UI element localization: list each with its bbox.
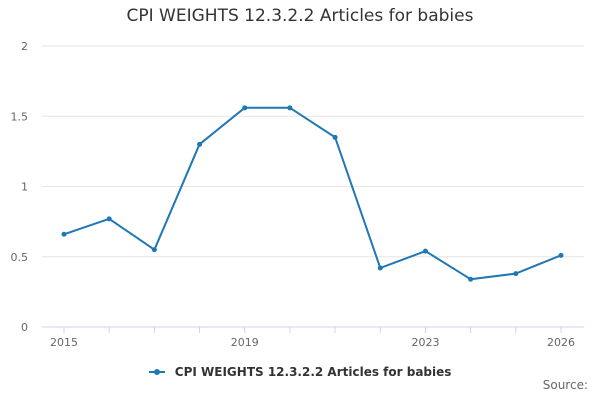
x-tick-label: 2019: [231, 336, 259, 349]
y-tick-label: 1.5: [11, 110, 29, 123]
data-point: [242, 105, 248, 111]
data-point: [513, 271, 519, 277]
x-tick-label: 2026: [547, 336, 575, 349]
data-point: [332, 134, 338, 140]
y-tick-label: 2: [21, 40, 28, 53]
legend[interactable]: CPI WEIGHTS 12.3.2.2 Articles for babies: [0, 365, 600, 379]
legend-label: CPI WEIGHTS 12.3.2.2 Articles for babies: [174, 365, 452, 379]
data-point: [287, 105, 293, 111]
y-tick-label: 0: [21, 321, 28, 334]
data-point: [468, 276, 474, 282]
data-point: [377, 265, 383, 271]
data-point: [61, 231, 67, 237]
series-line: [63, 106, 562, 281]
data-point: [422, 248, 428, 254]
y-tick-label: 0.5: [11, 251, 29, 264]
data-point: [151, 247, 157, 253]
source-label: Source:: [542, 378, 588, 392]
legend-swatch: [148, 368, 165, 375]
chart-title: CPI WEIGHTS 12.3.2.2 Articles for babies: [126, 6, 474, 26]
x-tick-label: 2015: [50, 336, 78, 349]
data-point: [558, 252, 564, 258]
data-point: [106, 216, 112, 222]
x-tick-label: 2023: [411, 336, 439, 349]
y-tick-label: 1: [21, 181, 28, 194]
data-point: [197, 141, 203, 147]
